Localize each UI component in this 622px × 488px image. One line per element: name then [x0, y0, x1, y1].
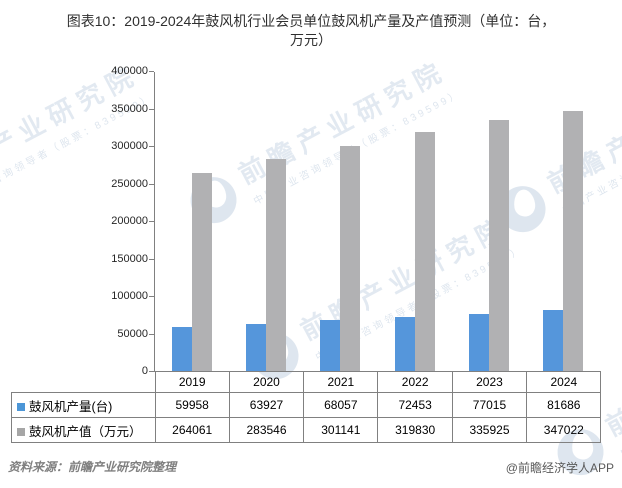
year-header-cell: 2022	[377, 371, 453, 393]
bar-2021-series2	[340, 145, 361, 372]
y-axis-tick	[148, 371, 154, 372]
bar-2020-series2	[265, 158, 286, 372]
credit-note: @前瞻经济学人APP	[505, 461, 614, 475]
y-axis-tick	[148, 108, 154, 110]
bar-2020-series1	[245, 323, 266, 372]
y-axis-tick	[148, 333, 154, 335]
year-header-cell: 2024	[526, 371, 602, 393]
bar-2022-series1	[394, 317, 415, 372]
bar-2019-series2	[191, 173, 212, 372]
table-value-cell: 77015	[451, 392, 528, 418]
table-value-cell: 63927	[228, 392, 305, 418]
y-axis-tick-label: 200000	[111, 215, 148, 227]
table-row: 鼓风机产值（万元） 264061 283546 301141 319830 335925 3…	[11, 417, 602, 443]
bar-2021-series1	[320, 320, 341, 372]
bar-2022-series2	[414, 131, 435, 372]
y-axis-tick	[148, 221, 154, 222]
table-corner-cell	[12, 372, 156, 393]
y-axis-tick-label: 250000	[111, 177, 148, 190]
table-value-cell: 59958	[154, 392, 230, 418]
y-axis-tick-label: 0	[141, 365, 148, 377]
legend-swatch-production	[17, 402, 25, 411]
bar-2024-series1	[543, 310, 564, 372]
y-axis-tick	[148, 146, 154, 147]
table-value-cell: 68057	[303, 392, 379, 418]
watermark-brand-text: 前瞻产业研究院	[600, 306, 622, 442]
table-value-cell: 81686	[526, 392, 602, 418]
year-header-cell: 2019	[154, 371, 230, 393]
series-name-label: 鼓风机产量(台)	[29, 399, 113, 414]
series-label-cell: 鼓风机产量(台)	[11, 392, 156, 418]
chart-title: 图表10：2019-2024年鼓风机行业会员单位鼓风机产量及产值预测（单位：台，…	[0, 12, 622, 50]
y-axis-tick-label: 400000	[111, 65, 148, 77]
table-value-cell: 72453	[377, 392, 453, 418]
table-value-cell: 347022	[526, 417, 602, 443]
bar-2023-series1	[468, 313, 489, 372]
table-header-row: 2019 2020 2021 2022 2023 2024	[12, 371, 602, 393]
y-axis	[153, 71, 155, 372]
bar-2023-series2	[488, 119, 509, 372]
y-axis-tick	[148, 183, 154, 185]
y-axis-tick-label: 300000	[111, 140, 148, 152]
series-name-label: 鼓风机产值（万元）	[29, 424, 142, 439]
data-table: 2019 2020 2021 2022 2023 2024 鼓风机产量(台) 59958 639…	[11, 371, 602, 443]
watermark: 前瞻产业研究院 中国产业咨询领导者（股票：839599）	[489, 58, 622, 243]
year-header-cell: 2021	[303, 371, 379, 393]
y-axis-tick-label: 50000	[117, 327, 148, 340]
y-axis-tick	[148, 258, 154, 260]
legend-swatch-value	[17, 427, 25, 436]
table-value-cell: 319830	[377, 417, 453, 443]
y-axis-tick-label: 100000	[111, 290, 148, 302]
table-value-cell: 264061	[154, 417, 230, 443]
y-axis-tick	[148, 296, 154, 297]
y-axis-tick-label: 350000	[111, 102, 148, 115]
table-value-cell: 301141	[303, 417, 379, 443]
table-value-cell: 335925	[451, 417, 528, 443]
y-axis-tick-label: 150000	[111, 252, 148, 265]
series-label-cell: 鼓风机产值（万元）	[11, 417, 156, 443]
chart-title-line1: 图表10：2019-2024年鼓风机行业会员单位鼓风机产量及产值预测（单位：台，	[66, 13, 556, 29]
year-header-cell: 2020	[228, 371, 305, 393]
bar-2024-series2	[563, 111, 584, 372]
bar-2019-series1	[171, 326, 192, 372]
source-note: 资料来源：前瞻产业研究院整理	[8, 460, 177, 474]
table-row: 鼓风机产量(台) 59958 63927 68057 72453 77015 81686	[11, 392, 602, 418]
chart-title-line2: 万元）	[290, 32, 332, 48]
year-header-cell: 2023	[451, 371, 528, 393]
y-axis-tick	[148, 71, 154, 72]
table-value-cell: 283546	[228, 417, 305, 443]
